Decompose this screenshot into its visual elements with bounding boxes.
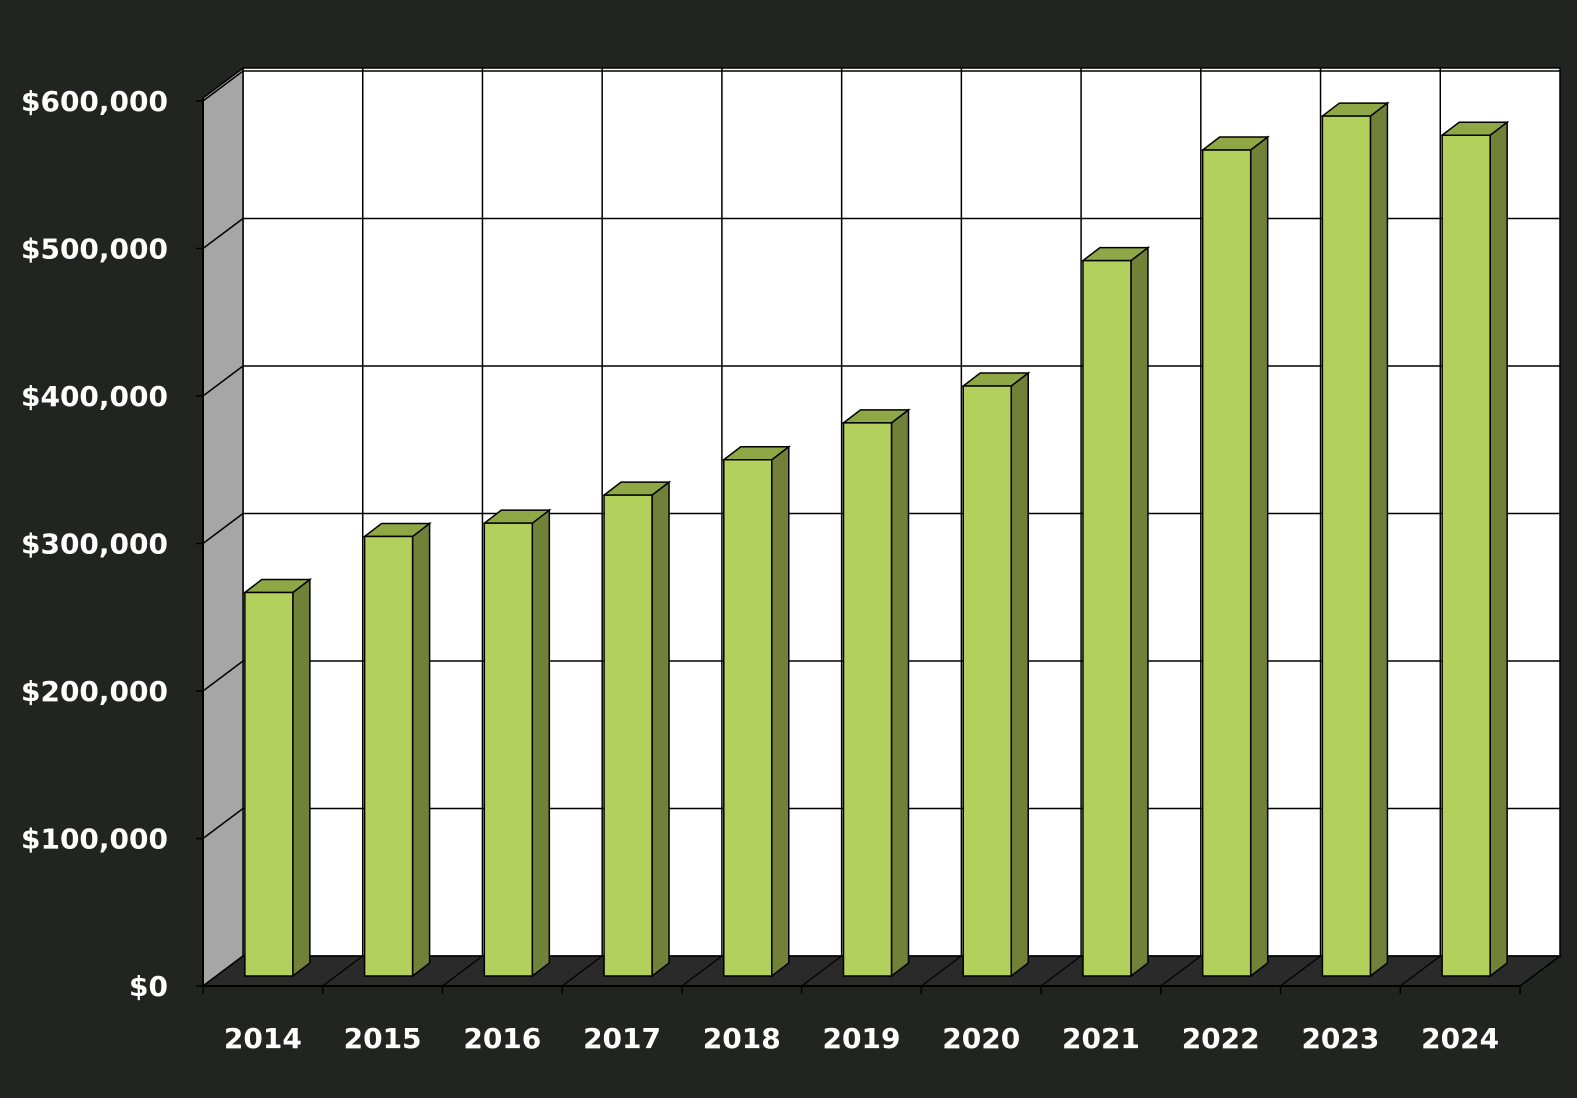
axis-labels: $0 $100,000 $200,000 $300,000 $400,000 $500,0…	[21, 85, 1499, 1055]
y-tick-label: $500,000	[21, 233, 168, 266]
bar-2020	[961, 371, 1031, 978]
y-tick-label: $200,000	[21, 675, 168, 708]
bar-side	[292, 577, 311, 978]
y-tick-label: $0	[129, 970, 168, 1003]
x-tick-label: 2019	[823, 1022, 901, 1055]
bar-side	[1489, 120, 1508, 978]
bar-2017	[601, 480, 672, 978]
gridline-side	[202, 512, 244, 545]
bar-2016	[482, 508, 552, 978]
bar-2022	[1200, 135, 1270, 978]
bar-side	[1130, 246, 1149, 978]
side-wall	[202, 66, 244, 988]
bar-side	[531, 508, 551, 978]
gridline-side	[202, 217, 244, 250]
bar-2019	[841, 408, 911, 978]
x-tick-label: 2021	[1062, 1022, 1140, 1055]
bar-side	[651, 480, 670, 978]
x-tick-label: 2015	[344, 1022, 422, 1055]
floor-divider	[681, 955, 723, 987]
floor-divider	[801, 955, 842, 987]
bars	[242, 101, 1510, 978]
x-tick-label: 2020	[942, 1022, 1020, 1055]
floor-divider	[1280, 955, 1321, 987]
gridline-side	[202, 70, 244, 102]
y-tick-label: $600,000	[21, 85, 168, 118]
floor-divider	[1399, 955, 1441, 987]
bar-front	[363, 535, 414, 977]
floor-divider	[322, 955, 364, 987]
bar-2015	[362, 521, 432, 978]
x-tick-label: 2024	[1421, 1022, 1499, 1055]
bar-side	[1369, 101, 1389, 978]
x-tick-label: 2018	[703, 1022, 781, 1055]
x-tick-label: 2023	[1301, 1022, 1379, 1055]
bar-front	[1441, 134, 1491, 977]
bar-2024	[1439, 120, 1510, 978]
bar-front	[962, 385, 1012, 977]
bar-side	[890, 408, 910, 978]
gridline-side	[202, 660, 244, 692]
floor-divider	[1160, 955, 1202, 987]
floor-divider	[442, 955, 483, 987]
bar-side	[1010, 371, 1029, 978]
gridline-side	[202, 807, 244, 840]
y-tick-label: $300,000	[21, 528, 168, 561]
x-tick-label: 2014	[224, 1022, 302, 1055]
bar-side	[1249, 135, 1269, 978]
bar-front	[483, 522, 534, 977]
y-tick-label: $100,000	[21, 823, 168, 856]
bar-front	[723, 459, 773, 977]
bar-2023	[1320, 101, 1390, 978]
bar-side	[771, 445, 790, 978]
floor-divider	[561, 955, 603, 987]
x-tick-label: 2017	[583, 1022, 661, 1055]
bar-front	[603, 494, 653, 977]
floor-divider	[921, 955, 962, 987]
bar-front	[842, 422, 893, 977]
bar-2018	[721, 445, 791, 978]
y-tick-label: $400,000	[21, 380, 168, 413]
bar-front	[1321, 115, 1372, 977]
bar-front	[1201, 149, 1252, 977]
floor-divider	[1040, 955, 1082, 987]
x-tick-label: 2022	[1182, 1022, 1260, 1055]
x-tick-label: 2016	[463, 1022, 541, 1055]
bar-2014	[242, 577, 313, 978]
gridline-side	[202, 365, 244, 397]
bar-2021	[1080, 246, 1151, 978]
bar-side	[411, 521, 431, 978]
bar-front	[244, 591, 294, 977]
bar-front	[1082, 259, 1132, 977]
